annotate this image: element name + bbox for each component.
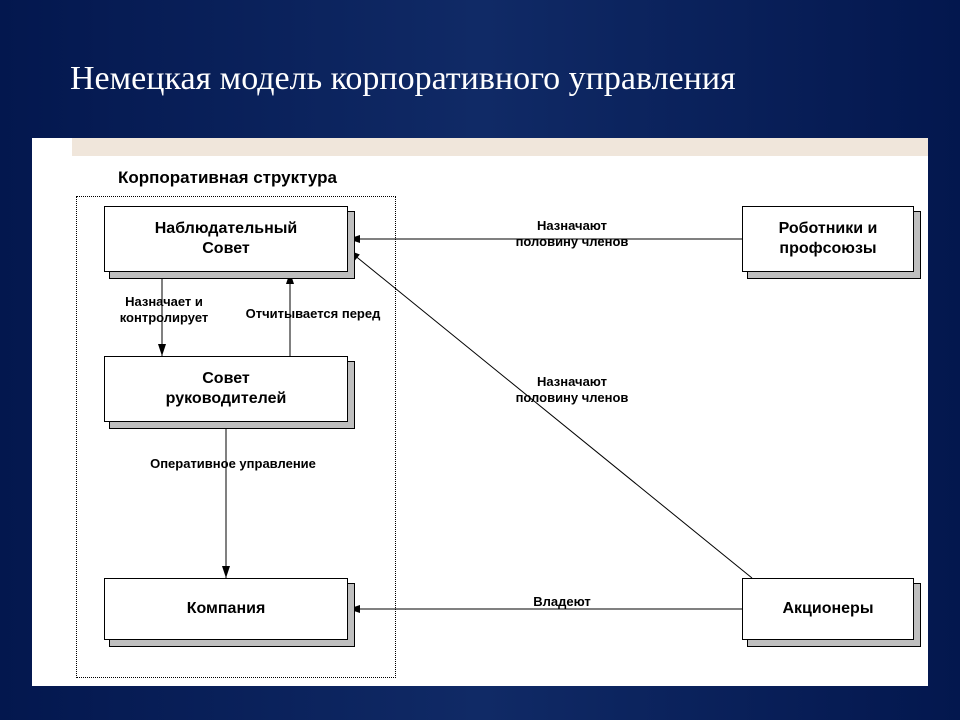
node-supervisory: Наблюдательный Совет xyxy=(104,206,348,272)
top-band xyxy=(72,138,928,156)
edge-label-reports: Отчитывается перед xyxy=(238,306,388,322)
node-company: Компания xyxy=(104,578,348,640)
edge-label-appoint_ctrl: Назначает и контролирует xyxy=(94,294,234,327)
edge-label-operational: Оперативное управление xyxy=(128,456,338,472)
slide: Немецкая модель корпоративного управлени… xyxy=(0,0,960,720)
slide-title: Немецкая модель корпоративного управлени… xyxy=(70,60,890,98)
node-shareholders: Акционеры xyxy=(742,578,914,640)
edge-label-shareholders_half: Назначают половину членов xyxy=(482,374,662,407)
diagram-canvas: Корпоративная структура Наблюдательный С… xyxy=(32,138,928,686)
section-label: Корпоративная структура xyxy=(118,168,337,188)
edge-label-workers_half: Назначают половину членов xyxy=(482,218,662,251)
edge-label-own: Владеют xyxy=(502,594,622,610)
node-management: Совет руководителей xyxy=(104,356,348,422)
node-workers: Роботники и профсоюзы xyxy=(742,206,914,272)
